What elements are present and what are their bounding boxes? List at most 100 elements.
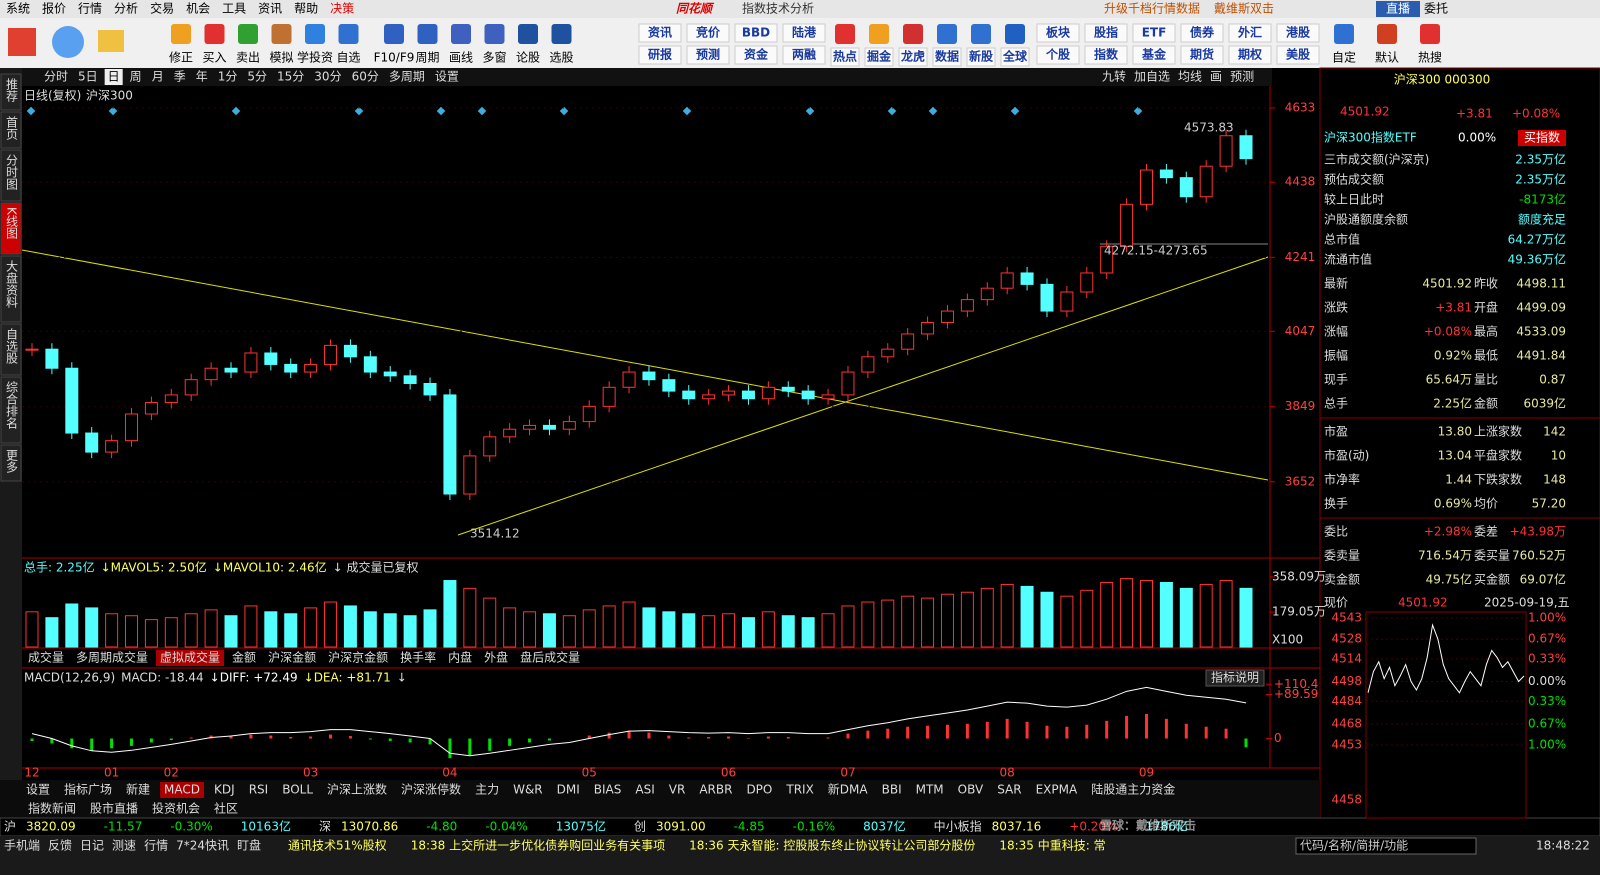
- side-tab[interactable]: [0, 255, 22, 323]
- search-box-label[interactable]: 代码/名称/简拼/功能: [1300, 838, 1408, 853]
- side-tab-label[interactable]: 分时图: [5, 154, 19, 190]
- grid-button[interactable]: [686, 23, 730, 43]
- period-tab[interactable]: 5日: [78, 70, 98, 84]
- grid-button[interactable]: [1036, 45, 1080, 65]
- indicator-tab[interactable]: 设置: [26, 783, 50, 797]
- status-item[interactable]: 行情: [144, 839, 168, 853]
- volume-tab[interactable]: 换手率: [400, 650, 436, 665]
- grid-label[interactable]: 两融: [792, 47, 816, 62]
- indicator-tab[interactable]: W&R: [513, 783, 543, 797]
- grid-button[interactable]: [1036, 23, 1080, 43]
- indicator-tab[interactable]: 新建: [126, 782, 150, 797]
- period-tab[interactable]: 5分: [247, 70, 267, 84]
- grid-label[interactable]: 数据: [935, 49, 959, 64]
- tool-button[interactable]: 学投资: [297, 50, 333, 65]
- buy-label[interactable]: 买指数: [1524, 130, 1560, 145]
- period-tab[interactable]: 周: [130, 70, 142, 84]
- trade-label[interactable]: 委托: [1424, 2, 1448, 16]
- grid-label[interactable]: 股指: [1094, 25, 1118, 40]
- grid-label[interactable]: 板块: [1046, 25, 1071, 40]
- side-tab-label[interactable]: 推荐: [5, 78, 19, 103]
- bottom-tab[interactable]: 指数新闻: [28, 801, 76, 816]
- tool-button[interactable]: F10/F9: [374, 51, 415, 65]
- buy-button[interactable]: [1518, 130, 1566, 146]
- tool-icon[interactable]: [551, 24, 572, 44]
- grid-label[interactable]: 全球: [1002, 49, 1028, 64]
- tool-icon[interactable]: [971, 24, 991, 44]
- tool-icon[interactable]: [1377, 24, 1397, 44]
- menu-link[interactable]: 戴维斯双击: [1214, 1, 1274, 16]
- grid-button[interactable]: [1228, 23, 1272, 43]
- grid-label[interactable]: 个股: [1045, 47, 1071, 62]
- indicator-tab[interactable]: BBI: [882, 783, 902, 797]
- side-tab-label[interactable]: K线图: [5, 207, 19, 239]
- chart-tool[interactable]: 九转: [1102, 69, 1126, 84]
- grid-label[interactable]: 研报: [648, 47, 672, 62]
- indicator-tab[interactable]: OBV: [958, 783, 984, 797]
- tool-icon[interactable]: [484, 24, 505, 44]
- etf-name[interactable]: 沪深300指数ETF: [1324, 130, 1417, 145]
- grid-button[interactable]: [686, 45, 730, 65]
- tool-button[interactable]: 修正: [169, 50, 193, 65]
- menu-item[interactable]: 报价: [42, 1, 66, 16]
- tool-icon[interactable]: [204, 24, 225, 44]
- grid-label[interactable]: 港股: [1286, 25, 1311, 40]
- status-item[interactable]: 7*24快讯: [176, 839, 229, 853]
- indicator-tab[interactable]: KDJ: [214, 783, 235, 797]
- grid-button[interactable]: [830, 47, 860, 67]
- side-tab[interactable]: [0, 73, 22, 111]
- grid-button[interactable]: [1132, 45, 1176, 65]
- grid-label[interactable]: ETF: [1142, 26, 1167, 40]
- status-item[interactable]: 日记: [80, 839, 104, 853]
- indicator-tab[interactable]: 陆股通主力资金: [1091, 782, 1175, 797]
- tool-icon[interactable]: [869, 24, 889, 44]
- volume-tab[interactable]: 外盘: [484, 650, 508, 665]
- indicator-tab[interactable]: MTM: [916, 783, 944, 797]
- indicator-tab[interactable]: 主力: [475, 783, 499, 797]
- indicator-tab[interactable]: 指标广场: [64, 782, 112, 797]
- tool-icon[interactable]: [384, 24, 404, 44]
- tool-button[interactable]: 周期: [415, 51, 439, 65]
- period-tab[interactable]: 月: [152, 70, 164, 84]
- tool-button[interactable]: 画线: [449, 51, 473, 65]
- chart-tool[interactable]: 均线: [1178, 70, 1202, 84]
- grid-button[interactable]: [1276, 23, 1320, 43]
- menu-item[interactable]: 决策: [330, 2, 354, 16]
- grid-label[interactable]: 资金: [744, 47, 769, 62]
- chart-tool[interactable]: 画: [1210, 70, 1222, 84]
- tool-icon[interactable]: [338, 24, 359, 44]
- indicator-tab[interactable]: TRIX: [785, 783, 813, 797]
- menu-item[interactable]: 交易: [150, 1, 174, 16]
- indicator-tab[interactable]: DMI: [557, 783, 580, 797]
- status-item[interactable]: 手机端: [4, 839, 40, 853]
- menu-item[interactable]: 行情: [78, 2, 102, 16]
- grid-label[interactable]: 期货: [1190, 47, 1214, 62]
- tool-icon[interactable]: [238, 24, 258, 44]
- tool-button[interactable]: 买入: [202, 51, 226, 65]
- grid-label[interactable]: 新股: [969, 49, 994, 64]
- side-tab-label[interactable]: 首页: [5, 116, 19, 141]
- grid-label[interactable]: 美股: [1286, 47, 1311, 62]
- indicator-tab[interactable]: EXPMA: [1036, 783, 1078, 797]
- indicator-tab[interactable]: BOLL: [282, 783, 313, 797]
- tool-icon[interactable]: [1005, 24, 1025, 44]
- grid-label[interactable]: 预测: [696, 47, 720, 62]
- live-button[interactable]: [1376, 1, 1420, 17]
- bottom-tab[interactable]: 投资机会: [152, 801, 200, 816]
- indicator-tab[interactable]: 新DMA: [828, 782, 869, 797]
- bottom-tab[interactable]: 社区: [214, 801, 238, 816]
- menu-item[interactable]: 工具: [222, 2, 246, 16]
- tool-icon[interactable]: [1420, 24, 1440, 44]
- search-box[interactable]: [1295, 837, 1477, 855]
- period-tab[interactable]: 60分: [352, 70, 379, 84]
- grid-button[interactable]: [898, 47, 928, 67]
- period-tab[interactable]: 季: [174, 70, 186, 84]
- side-tab-label[interactable]: 更多: [5, 449, 19, 474]
- indicator-tab[interactable]: BIAS: [594, 783, 622, 797]
- volume-tab[interactable]: 沪深金额: [268, 650, 316, 665]
- tool-button[interactable]: 多窗: [482, 51, 506, 65]
- period-tab[interactable]: 1分: [218, 70, 238, 84]
- grid-button[interactable]: [1180, 45, 1224, 65]
- side-tab-label[interactable]: 自选股: [5, 328, 19, 365]
- tool-icon[interactable]: [171, 24, 191, 44]
